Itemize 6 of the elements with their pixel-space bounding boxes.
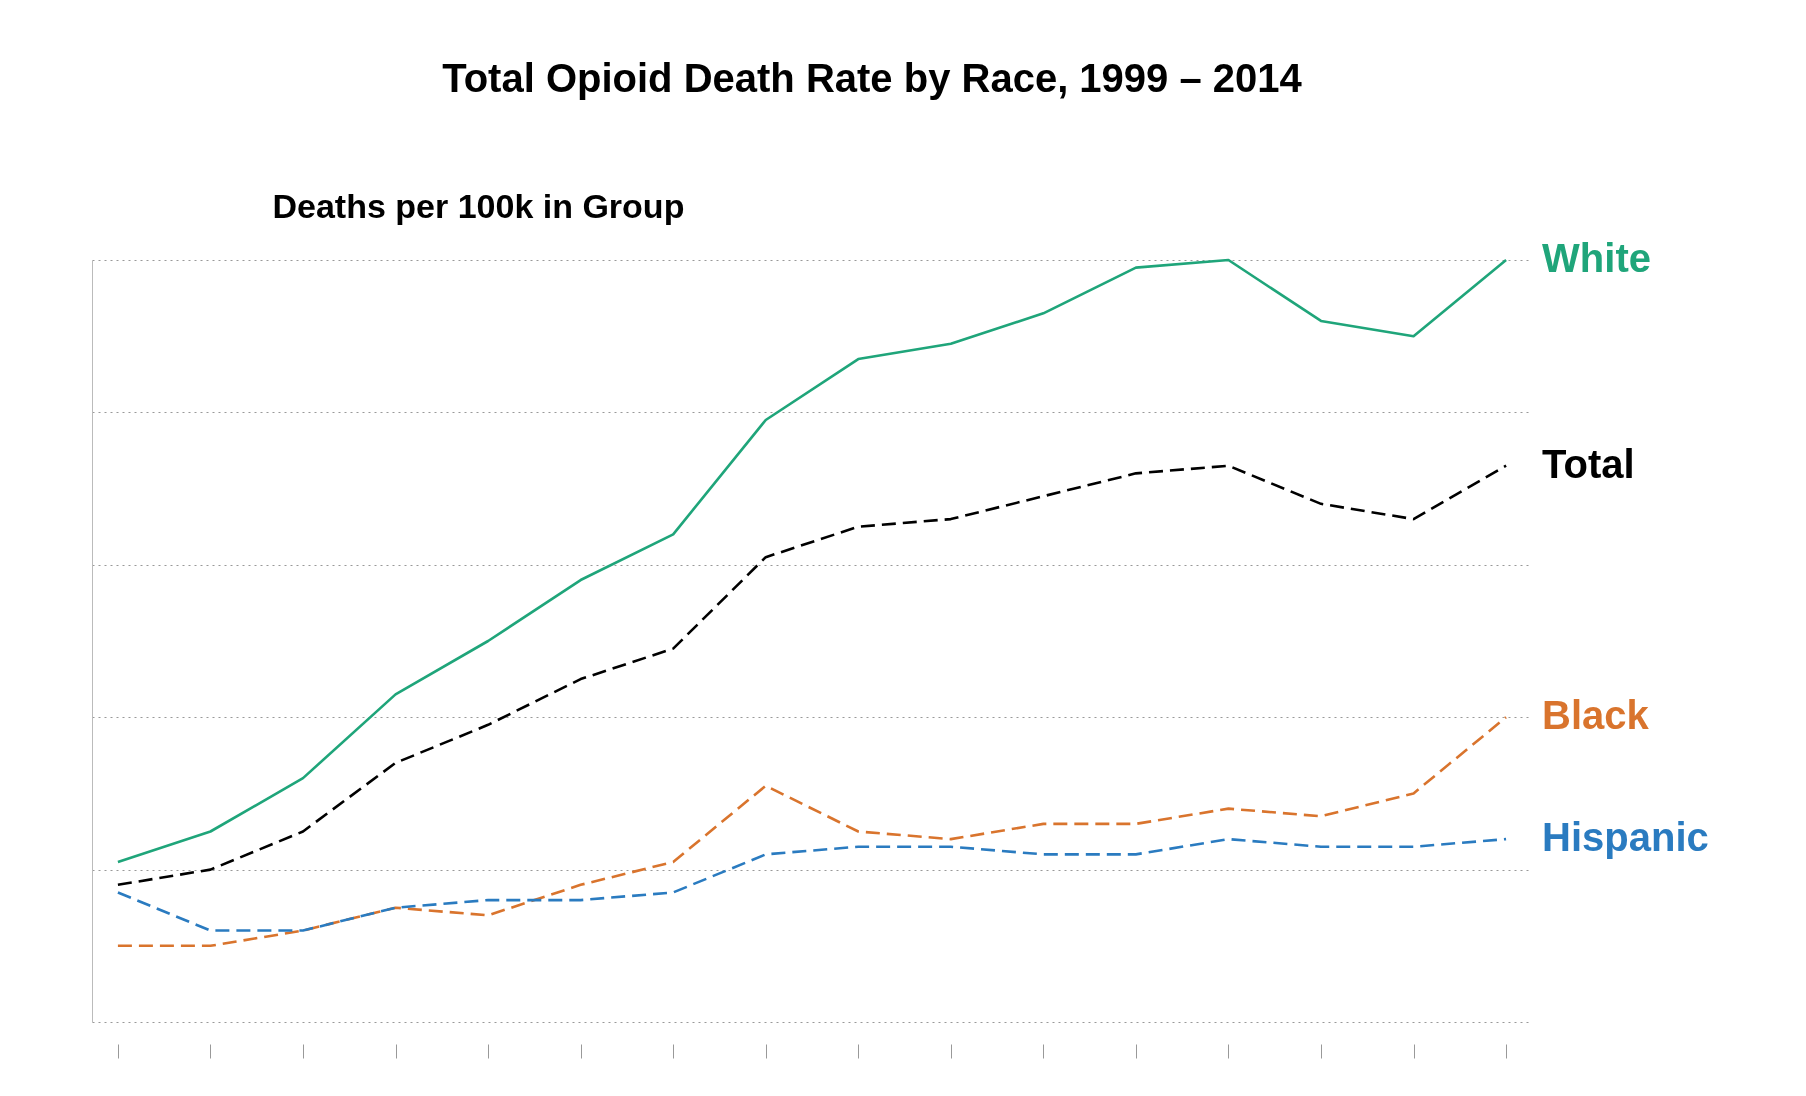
series-label: Black bbox=[1542, 693, 1650, 738]
series-label: White bbox=[1542, 236, 1651, 280]
series-label: Total bbox=[1542, 441, 1635, 486]
y-axis-title: Deaths per 100k in Group bbox=[272, 186, 685, 225]
chart-title: Total Opioid Death Rate by Race, 1999 – 2014 bbox=[442, 56, 1303, 100]
series-label: Hispanic bbox=[1542, 815, 1709, 860]
